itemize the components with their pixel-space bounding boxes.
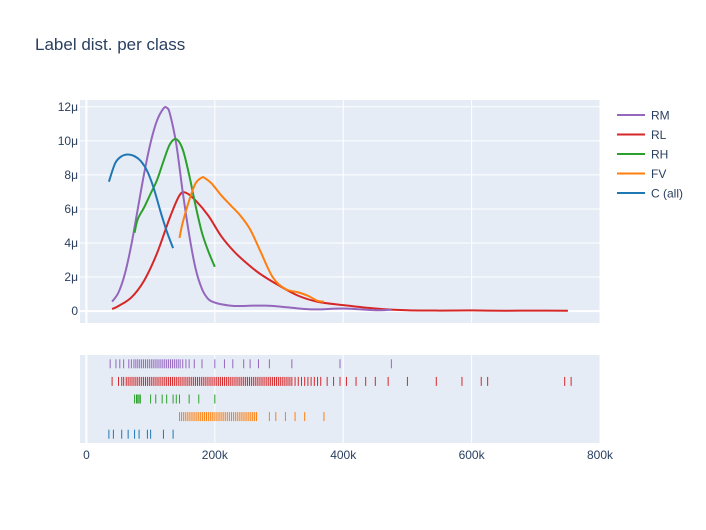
series-line-fv <box>178 176 325 303</box>
x-tick-label: 400k <box>330 448 357 462</box>
series-line-rl <box>111 191 568 312</box>
main-plot-lines <box>107 105 568 312</box>
legend-label-c-all: C (all) <box>651 187 683 201</box>
y-tick-label: 2μ <box>64 270 78 284</box>
y-axis-ticks: 0 2μ 4μ 6μ 8μ 10μ 12μ <box>58 100 79 318</box>
legend: RM RL RH FV C (all) <box>617 109 683 201</box>
x-tick-label: 200k <box>202 448 229 462</box>
legend-label-rh: RH <box>651 148 668 162</box>
legend-label-fv: FV <box>651 167 666 181</box>
y-tick-label: 12μ <box>58 100 78 114</box>
x-axis-ticks: 0 200k 400k 600k 800k <box>83 448 614 462</box>
y-tick-label: 0 <box>71 304 78 318</box>
chart-title: Label dist. per class <box>35 35 185 54</box>
legend-label-rl: RL <box>651 128 667 142</box>
x-tick-label: 800k <box>587 448 614 462</box>
y-tick-label: 6μ <box>64 202 78 216</box>
main-plot-background <box>80 100 600 323</box>
series-line-c-all <box>107 153 175 249</box>
series-line-rh <box>133 137 216 268</box>
x-tick-label: 0 <box>83 448 90 462</box>
y-tick-label: 10μ <box>58 134 78 148</box>
x-tick-label: 600k <box>459 448 486 462</box>
rug-plot-marks <box>108 359 572 439</box>
y-tick-label: 8μ <box>64 168 78 182</box>
y-tick-label: 4μ <box>64 236 78 250</box>
legend-label-rm: RM <box>651 109 670 123</box>
series-line-rm <box>111 105 392 312</box>
